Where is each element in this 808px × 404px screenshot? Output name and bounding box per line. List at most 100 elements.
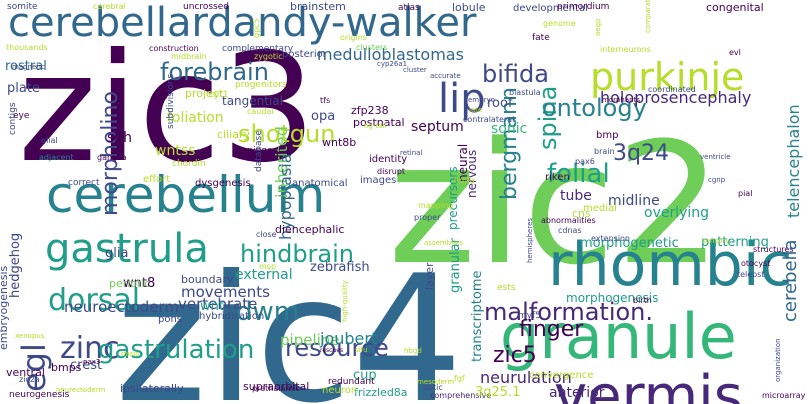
cloud-word-comprehensive: comprehensive xyxy=(430,391,491,400)
cloud-word-comparative: comparative xyxy=(644,0,652,33)
cloud-word-ontology: ontology xyxy=(542,94,647,122)
cloud-word-malformation-: malformation. xyxy=(484,298,653,326)
cloud-word-hbgd: hbgd xyxy=(404,347,422,355)
cloud-word-supraorbital: supraorbital xyxy=(243,380,309,393)
cloud-word-redundant: redundant xyxy=(328,377,375,387)
cloud-word-tfs: tfs xyxy=(320,96,330,105)
cloud-word-hindbrain: hindbrain xyxy=(240,240,354,268)
cloud-word-ganglia: ganglia xyxy=(97,153,127,162)
cloud-word-sonic: sonic xyxy=(491,121,527,137)
cloud-word-vermis: vermis xyxy=(554,364,743,404)
cloud-word-birth: birth xyxy=(633,296,652,305)
cloud-word-chordin: chordin xyxy=(172,159,206,169)
cloud-word-spina: spina xyxy=(534,86,562,150)
cloud-word-dwm: dwm xyxy=(236,297,299,327)
cloud-word-morphants: morphants xyxy=(602,96,640,104)
cloud-word-lobule: lobule xyxy=(452,1,486,14)
cloud-word-zic3: zic3 xyxy=(18,22,316,196)
cloud-word-zfp238: zfp238 xyxy=(351,104,389,117)
cloud-word-wnt8b: wnt8b xyxy=(322,136,356,149)
cloud-word-evl: evl xyxy=(729,48,741,57)
cloud-word-cgnp: cgnp xyxy=(708,176,726,184)
cloud-word-fate: fate xyxy=(532,33,550,43)
cloud-word-anterior: anterior xyxy=(549,385,605,401)
cloud-word-teleost: teleost xyxy=(737,270,764,279)
cloud-word-cns: cns xyxy=(572,207,591,220)
cloud-word-vertebrate: vertebrate xyxy=(178,295,257,313)
cloud-word-embryogenesis: embryogenesis xyxy=(0,265,10,350)
cloud-word-zinc: zinc xyxy=(60,331,120,366)
cloud-word-ipsilaterally: ipsilaterally xyxy=(120,382,184,395)
cloud-word-lip: lip xyxy=(438,76,486,122)
cloud-word-atlas: atlas xyxy=(398,3,420,13)
cloud-word-hemispheres: hemispheres xyxy=(526,218,534,263)
cloud-word-cerebral: cerebral xyxy=(93,2,126,11)
cloud-word-embryo: embryo xyxy=(468,96,495,104)
cloud-word-folial: folial xyxy=(547,159,610,189)
cloud-word-i-mfa: i-mfa xyxy=(454,176,475,185)
cloud-word-medulloblastomas: medulloblastomas xyxy=(317,45,464,64)
cloud-word-otocyst: otocyst xyxy=(741,259,770,268)
cloud-word-primordium: primordium xyxy=(557,2,609,12)
cloud-word-neuroectoderm: neuroectoderm xyxy=(64,298,179,316)
cloud-word-granule: granule xyxy=(500,300,737,373)
cloud-word-extension: extension xyxy=(591,234,630,243)
cloud-word-wnt: wnt xyxy=(200,299,224,314)
cloud-word-late: late xyxy=(469,106,482,114)
cloud-word-correct: correct xyxy=(68,178,100,188)
cloud-word-septum: septum xyxy=(411,119,464,135)
cloud-word-tangential: tangential xyxy=(222,94,283,108)
cloud-word-crest: crest xyxy=(70,358,102,373)
cloud-word-complementary: complementary xyxy=(222,44,294,54)
cloud-word-inherited: inherited xyxy=(272,126,291,198)
cloud-word-cyt1: cyt1 xyxy=(209,90,229,100)
cloud-word-glia: glia xyxy=(105,246,128,261)
cloud-word-uncrossed: uncrossed xyxy=(183,2,229,12)
cloud-word-boundary: boundary xyxy=(181,273,234,286)
cloud-word-images: images xyxy=(360,175,396,186)
cloud-word-3q24: 3q24 xyxy=(613,141,669,166)
cloud-word-magnetic: magnetic xyxy=(12,63,45,71)
cloud-word-fgf: fgf xyxy=(454,374,465,383)
cloud-word-medial: medial xyxy=(583,203,617,214)
cloud-word-construction: construction xyxy=(149,44,199,53)
cloud-word-forebrain: forebrain xyxy=(160,58,269,86)
cloud-word-morpholino: morpholino xyxy=(98,91,123,216)
cloud-word-developmental: developmental xyxy=(513,3,588,14)
cloud-word-bergmann: bergmann xyxy=(497,87,522,200)
cloud-word-rhombic: rhombic xyxy=(548,230,793,300)
cloud-word-dorsal: dorsal xyxy=(48,283,140,318)
cloud-word-identity: identity xyxy=(369,154,407,165)
cloud-word-gpc5: gpc5 xyxy=(252,18,261,38)
cloud-word-accurate: accurate xyxy=(430,72,461,80)
cloud-word-sifu: sifu xyxy=(355,346,368,354)
cloud-word-gastrulation: gastrulation xyxy=(98,335,254,365)
cloud-word-precursors: precursors xyxy=(446,166,460,230)
cloud-word-pax6: pax6 xyxy=(575,157,595,166)
cloud-word-myf5: myf5 xyxy=(518,311,541,321)
cloud-word-contralateral: contralateral xyxy=(463,115,514,124)
cloud-word-resource: resource xyxy=(285,334,389,362)
cloud-word-riken: riken xyxy=(545,172,570,183)
cloud-word-ests: ests xyxy=(497,283,516,293)
cloud-word-progenitors: progenitors xyxy=(235,80,287,90)
cloud-word-zic2: zic2 xyxy=(388,106,722,302)
cloud-word-movements: movements xyxy=(181,283,270,301)
cloud-word-interneurons: interneurons xyxy=(600,45,651,54)
cloud-word-contigs: contigs xyxy=(8,102,18,135)
cloud-word-blastula: blastula xyxy=(509,88,541,97)
cloud-word-transcriptome: transcriptome xyxy=(470,271,485,363)
cloud-word-3q25-1: 3q25.1 xyxy=(475,385,520,400)
cloud-word-zebrafish: zebrafish xyxy=(310,260,370,275)
cloud-word-project: project xyxy=(185,87,224,100)
cloud-word-ventral: ventral xyxy=(6,366,45,379)
cloud-word-adjacent: adjacent xyxy=(39,153,74,162)
cloud-word-egl: egl xyxy=(15,343,53,392)
cloud-word-disrupt: disrupt xyxy=(377,167,405,176)
cloud-word-organization: organization xyxy=(774,338,782,382)
cloud-word-zic5: zic5 xyxy=(493,343,537,368)
cloud-word-cerebellardandy-walker: cerebellardandy-walker xyxy=(8,0,477,46)
cloud-word-wntss: wntss xyxy=(155,143,195,159)
cloud-word-granular: granular xyxy=(448,237,463,293)
